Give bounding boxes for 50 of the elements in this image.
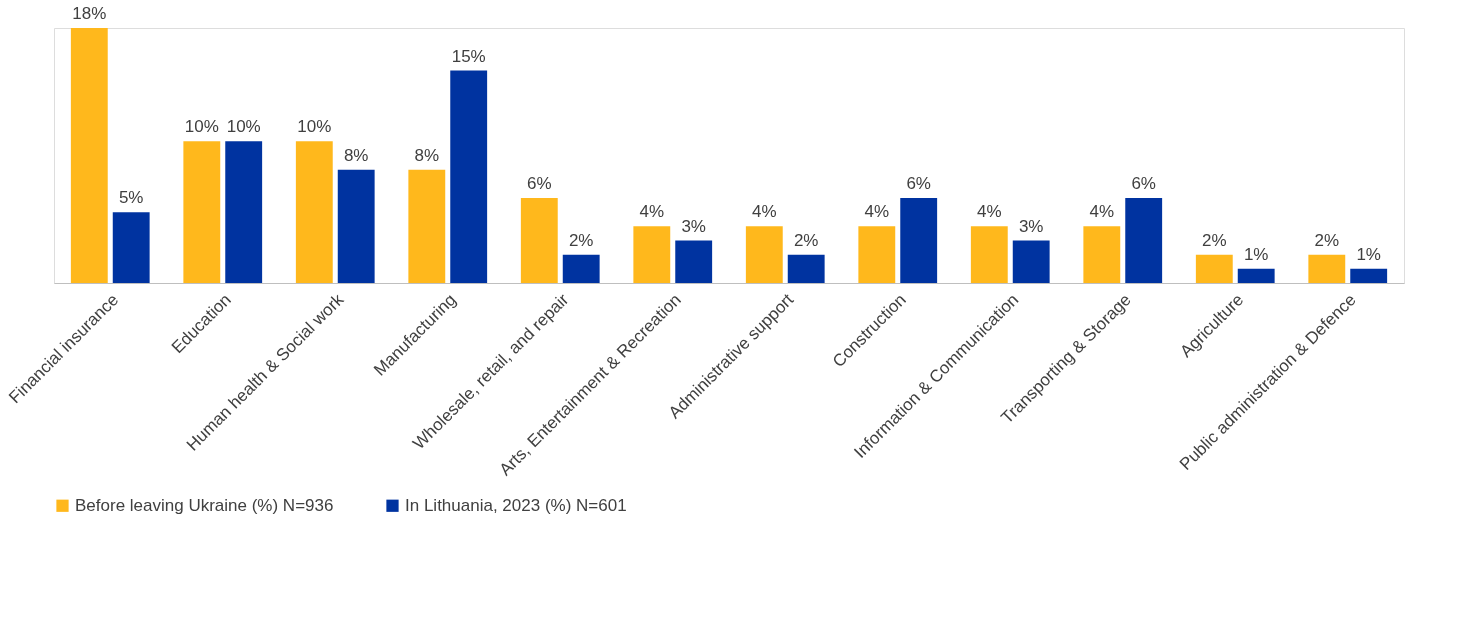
bar: [1125, 198, 1163, 283]
data-label: 5%: [118, 188, 144, 208]
bar: [520, 198, 558, 283]
bar: [337, 169, 375, 283]
data-label: 4%: [639, 202, 665, 222]
bar: [70, 28, 108, 283]
data-label: 10%: [226, 117, 261, 137]
bar: [633, 226, 671, 283]
bar: [745, 226, 783, 283]
data-label: 6%: [1131, 174, 1156, 193]
bar: [1350, 268, 1388, 283]
bar: [408, 169, 446, 283]
data-label: 3%: [1018, 216, 1044, 236]
data-label: 10%: [297, 117, 332, 137]
data-label: 2%: [1314, 230, 1340, 250]
bar: [450, 70, 488, 283]
bar: [1012, 240, 1050, 283]
data-label: 4%: [752, 202, 777, 222]
data-label: 1%: [1356, 244, 1381, 264]
bar: [225, 141, 263, 283]
bar: [1195, 254, 1233, 283]
bar: [562, 254, 600, 283]
bar: [787, 254, 825, 283]
data-label: 4%: [864, 202, 890, 222]
bar: [900, 198, 938, 283]
data-label: 15%: [451, 46, 486, 66]
bar: [675, 240, 713, 283]
data-label: 2%: [568, 230, 594, 250]
data-label: 10%: [184, 117, 219, 137]
bar: [1308, 254, 1346, 283]
data-label: 2%: [1202, 230, 1227, 250]
bar: [970, 226, 1008, 283]
data-label: 1%: [1243, 244, 1269, 264]
legend-label: Before leaving Ukraine (%) N=936: [75, 495, 334, 515]
data-label: 2%: [793, 230, 819, 250]
data-label: 8%: [414, 145, 440, 165]
data-label: 6%: [906, 174, 931, 193]
data-label: 18%: [72, 4, 107, 23]
bar: [112, 212, 150, 283]
bar: [183, 141, 221, 283]
data-label: 4%: [1089, 202, 1115, 222]
bar: [1083, 226, 1121, 283]
data-label: 4%: [977, 202, 1002, 222]
data-label: 8%: [343, 145, 369, 165]
bar: [858, 226, 896, 283]
data-label: 3%: [681, 216, 706, 236]
legend-label: In Lithuania, 2023 (%) N=601: [405, 495, 627, 515]
bar: [1237, 268, 1275, 283]
bar: [295, 141, 333, 283]
data-label: 6%: [527, 174, 552, 193]
